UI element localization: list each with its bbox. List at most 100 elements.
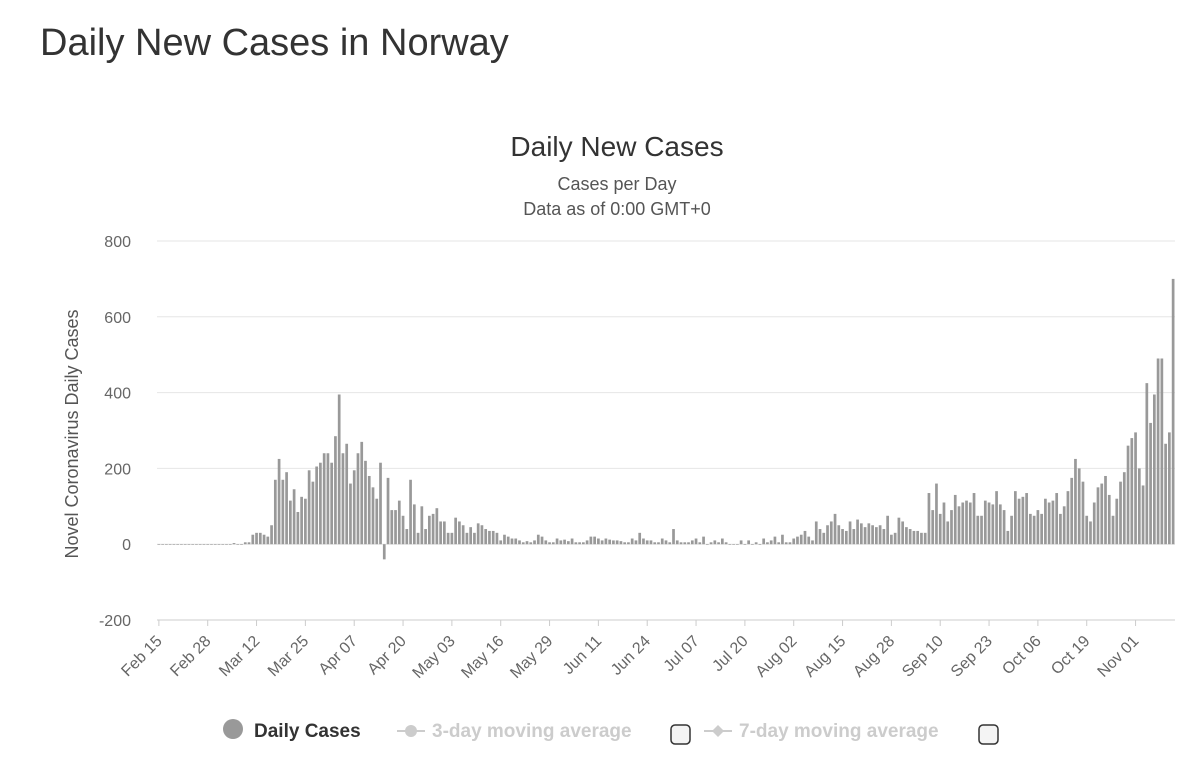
bar-daily-cases[interactable] <box>165 544 168 545</box>
bar-daily-cases[interactable] <box>349 483 352 545</box>
bar-daily-cases[interactable] <box>597 538 600 545</box>
bar-daily-cases[interactable] <box>1152 394 1156 545</box>
bar-daily-cases[interactable] <box>698 542 702 545</box>
bar-daily-cases[interactable] <box>736 544 739 545</box>
bar-daily-cases[interactable] <box>446 532 450 545</box>
checkbox-7-day-moving-average[interactable] <box>978 724 999 745</box>
bar-daily-cases[interactable] <box>277 458 281 545</box>
bar-daily-cases[interactable] <box>630 538 634 545</box>
bar-daily-cases[interactable] <box>751 544 754 545</box>
bar-daily-cases[interactable] <box>927 493 931 545</box>
bar-daily-cases[interactable] <box>747 540 750 545</box>
bar-daily-cases[interactable] <box>604 538 608 545</box>
bar-daily-cases[interactable] <box>968 502 972 545</box>
bar-daily-cases[interactable] <box>337 394 341 545</box>
bar-daily-cases[interactable] <box>619 541 623 545</box>
bar-daily-cases[interactable] <box>289 500 292 545</box>
bar-daily-cases[interactable] <box>469 527 473 545</box>
bar-daily-cases[interactable] <box>341 453 345 545</box>
bar-daily-cases[interactable] <box>458 521 461 545</box>
bar-daily-cases[interactable] <box>206 544 210 545</box>
bar-daily-cases[interactable] <box>890 534 893 545</box>
bar-daily-cases[interactable] <box>987 502 991 545</box>
bar-daily-cases[interactable] <box>589 536 593 545</box>
bar-daily-cases[interactable] <box>255 532 258 545</box>
bar-daily-cases[interactable] <box>1149 422 1152 545</box>
bar-daily-cases[interactable] <box>769 540 773 545</box>
bar-daily-cases[interactable] <box>1111 515 1115 545</box>
bar-daily-cases[interactable] <box>1164 443 1167 545</box>
bar-daily-cases[interactable] <box>799 534 803 545</box>
legend-item-7-day-moving-average[interactable]: 7-day moving average <box>704 721 939 742</box>
bar-daily-cases[interactable] <box>1047 502 1051 545</box>
bar-daily-cases[interactable] <box>1104 475 1107 545</box>
bar-daily-cases[interactable] <box>273 479 277 545</box>
bar-daily-cases[interactable] <box>841 529 844 545</box>
bar-daily-cases[interactable] <box>544 540 548 545</box>
bar-daily-cases[interactable] <box>1085 515 1089 545</box>
bar-daily-cases[interactable] <box>180 544 183 545</box>
bar-daily-cases[interactable] <box>946 521 950 545</box>
bar-daily-cases[interactable] <box>510 538 514 545</box>
bar-daily-cases[interactable] <box>202 544 206 545</box>
bar-daily-cases[interactable] <box>1092 502 1096 545</box>
bar-daily-cases[interactable] <box>720 538 724 545</box>
bar-daily-cases[interactable] <box>225 544 228 545</box>
bar-daily-cases[interactable] <box>923 532 927 545</box>
bar-daily-cases[interactable] <box>548 542 551 545</box>
bar-daily-cases[interactable] <box>882 529 886 545</box>
bar-daily-cases[interactable] <box>375 498 379 545</box>
bar-daily-cases[interactable] <box>777 542 781 545</box>
bar-daily-cases[interactable] <box>833 513 837 545</box>
bar-daily-cases[interactable] <box>709 542 713 545</box>
bar-daily-cases[interactable] <box>957 506 961 545</box>
bar-daily-cases[interactable] <box>807 536 811 545</box>
bar-daily-cases[interactable] <box>390 510 394 545</box>
bar-daily-cases[interactable] <box>382 544 386 560</box>
bar-daily-cases[interactable] <box>705 544 709 545</box>
bar-daily-cases[interactable] <box>326 453 330 545</box>
bar-daily-cases[interactable] <box>796 536 799 545</box>
bar-daily-cases[interactable] <box>649 540 653 545</box>
bar-daily-cases[interactable] <box>1062 506 1066 545</box>
bar-daily-cases[interactable] <box>300 496 303 545</box>
bar-daily-cases[interactable] <box>307 470 311 545</box>
bar-daily-cases[interactable] <box>266 536 270 545</box>
bar-daily-cases[interactable] <box>679 542 683 545</box>
bar-daily-cases[interactable] <box>386 477 390 545</box>
bar-daily-cases[interactable] <box>683 542 687 545</box>
bar-daily-cases[interactable] <box>213 544 217 545</box>
bar-daily-cases[interactable] <box>653 542 657 545</box>
bar-daily-cases[interactable] <box>856 519 859 545</box>
bar-daily-cases[interactable] <box>660 538 664 545</box>
bar-daily-cases[interactable] <box>1002 510 1006 545</box>
bar-daily-cases[interactable] <box>1036 510 1040 545</box>
bar-daily-cases[interactable] <box>878 525 882 545</box>
bar-daily-cases[interactable] <box>514 538 518 545</box>
bar-daily-cases[interactable] <box>480 525 484 545</box>
bar-daily-cases[interactable] <box>1010 515 1013 545</box>
bar-daily-cases[interactable] <box>371 487 375 545</box>
bar-daily-cases[interactable] <box>837 525 841 545</box>
bar-daily-cases[interactable] <box>1156 358 1160 545</box>
bar-daily-cases[interactable] <box>461 525 465 545</box>
bar-daily-cases[interactable] <box>732 544 735 545</box>
bar-daily-cases[interactable] <box>1134 432 1137 545</box>
bar-daily-cases[interactable] <box>183 544 187 545</box>
bar-daily-cases[interactable] <box>1074 458 1077 545</box>
bar-daily-cases[interactable] <box>221 544 225 545</box>
bar-daily-cases[interactable] <box>1017 498 1021 545</box>
bar-daily-cases[interactable] <box>258 532 262 545</box>
bar-daily-cases[interactable] <box>694 538 698 545</box>
bar-daily-cases[interactable] <box>424 529 427 545</box>
bar-daily-cases[interactable] <box>912 530 916 545</box>
bar-daily-cases[interactable] <box>612 540 615 545</box>
bar-daily-cases[interactable] <box>570 538 574 545</box>
bar-daily-cases[interactable] <box>503 534 506 545</box>
bar-daily-cases[interactable] <box>439 521 442 545</box>
bar-daily-cases[interactable] <box>236 544 240 545</box>
bar-daily-cases[interactable] <box>762 538 766 545</box>
bar-daily-cases[interactable] <box>1029 513 1032 545</box>
bar-daily-cases[interactable] <box>608 539 612 545</box>
bar-daily-cases[interactable] <box>1066 491 1070 545</box>
